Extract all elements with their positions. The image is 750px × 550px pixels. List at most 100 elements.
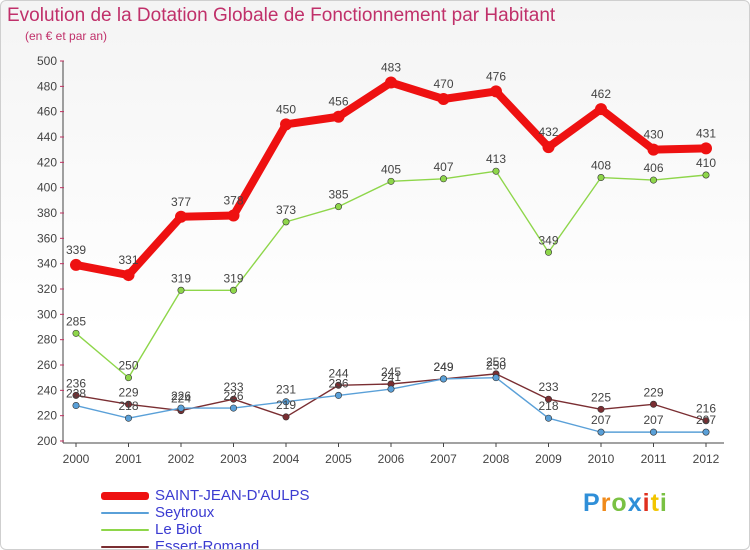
data-point bbox=[544, 414, 552, 422]
y-tick-label: 320 bbox=[37, 282, 57, 296]
data-point bbox=[385, 76, 397, 89]
y-tick-label: 240 bbox=[37, 383, 57, 397]
data-label: 462 bbox=[591, 87, 611, 101]
data-label: 231 bbox=[276, 383, 296, 397]
legend-swatch bbox=[101, 546, 149, 548]
data-label: 450 bbox=[276, 102, 296, 116]
data-point bbox=[230, 404, 238, 412]
data-point bbox=[282, 398, 290, 406]
y-tick-label: 220 bbox=[37, 409, 57, 423]
logo-letter: i bbox=[642, 489, 651, 517]
y-tick-label: 260 bbox=[37, 358, 57, 372]
x-tick-label: 2010 bbox=[588, 452, 615, 466]
chart-subtitle: (en € et par an) bbox=[25, 29, 108, 43]
x-tick-label: 2002 bbox=[168, 452, 195, 466]
data-point bbox=[72, 391, 80, 399]
proxiti-logo: Proxiti bbox=[583, 489, 668, 518]
legend-label: Essert-Romand bbox=[155, 538, 260, 550]
data-label: 250 bbox=[486, 359, 506, 373]
data-point bbox=[700, 142, 712, 155]
data-label: 407 bbox=[433, 160, 453, 174]
data-point bbox=[387, 177, 395, 185]
y-tick-label: 440 bbox=[37, 130, 57, 144]
data-point bbox=[72, 402, 80, 410]
data-point bbox=[597, 428, 605, 436]
data-point bbox=[282, 218, 290, 226]
data-point bbox=[230, 395, 238, 403]
data-point bbox=[647, 143, 660, 156]
data-label: 226 bbox=[171, 389, 191, 403]
data-point bbox=[175, 210, 187, 223]
logo-letter: t bbox=[650, 489, 660, 517]
data-label: 319 bbox=[223, 271, 243, 285]
data-label: 236 bbox=[66, 376, 86, 390]
legend-label: SAINT-JEAN-D'AULPS bbox=[155, 487, 310, 504]
chart-title: Evolution de la Dotation Globale de Fonc… bbox=[7, 5, 556, 26]
x-tick-label: 2007 bbox=[430, 452, 457, 466]
data-point bbox=[542, 141, 555, 154]
legend-label: Seytroux bbox=[155, 504, 215, 521]
data-label: 207 bbox=[643, 413, 663, 427]
data-point bbox=[227, 209, 240, 222]
data-label: 339 bbox=[66, 243, 86, 257]
data-point bbox=[597, 174, 605, 182]
y-tick-label: 500 bbox=[37, 54, 57, 68]
data-label: 476 bbox=[486, 69, 506, 83]
data-label: 377 bbox=[171, 195, 191, 209]
series-points bbox=[70, 76, 712, 436]
data-point bbox=[125, 400, 133, 408]
data-point bbox=[544, 248, 552, 256]
data-label: 431 bbox=[696, 126, 716, 140]
data-label: 226 bbox=[223, 389, 243, 403]
data-point bbox=[125, 374, 133, 382]
data-label: 249 bbox=[433, 360, 453, 374]
x-tick-label: 2012 bbox=[693, 452, 720, 466]
data-label: 249 bbox=[433, 360, 453, 374]
y-tick-label: 460 bbox=[37, 105, 57, 119]
x-tick-label: 2005 bbox=[325, 452, 352, 466]
data-label: 483 bbox=[381, 61, 401, 75]
data-label: 218 bbox=[118, 399, 138, 413]
data-point bbox=[702, 171, 710, 179]
data-label: 207 bbox=[591, 413, 611, 427]
data-label: 430 bbox=[643, 128, 663, 142]
data-label: 432 bbox=[538, 125, 558, 139]
data-label: 225 bbox=[591, 390, 611, 404]
x-tick-label: 2008 bbox=[483, 452, 510, 466]
y-tick-label: 380 bbox=[37, 206, 57, 220]
data-label: 229 bbox=[643, 385, 663, 399]
logo-letter: x bbox=[627, 489, 643, 517]
data-point bbox=[177, 286, 185, 294]
logo-letter: P bbox=[583, 489, 601, 517]
data-point bbox=[649, 428, 657, 436]
y-tick-label: 360 bbox=[37, 231, 57, 245]
data-point bbox=[334, 203, 342, 211]
data-label: 250 bbox=[118, 359, 138, 373]
chart-axes: 200 220 240 260 280 300 320 340 360 380 400 420 440 4… bbox=[37, 54, 724, 466]
y-tick-label: 280 bbox=[37, 333, 57, 347]
data-point bbox=[332, 110, 345, 123]
data-label: 470 bbox=[433, 77, 453, 91]
data-point bbox=[492, 167, 500, 175]
x-tick-label: 2000 bbox=[63, 452, 90, 466]
data-point bbox=[177, 404, 185, 412]
legend-label: Le Biot bbox=[155, 521, 202, 538]
data-point bbox=[490, 85, 502, 98]
data-label: 245 bbox=[381, 365, 401, 379]
y-tick-label: 300 bbox=[37, 307, 57, 321]
data-label: 285 bbox=[66, 314, 86, 328]
data-point bbox=[649, 176, 657, 184]
x-tick-label: 2011 bbox=[641, 452, 667, 466]
legend-swatch bbox=[101, 512, 149, 514]
data-label: 406 bbox=[643, 161, 663, 175]
data-point bbox=[437, 93, 450, 105]
data-point bbox=[439, 175, 447, 183]
logo-letter: r bbox=[600, 489, 612, 517]
data-label: 408 bbox=[591, 159, 611, 173]
data-point bbox=[282, 413, 290, 421]
y-tick-label: 400 bbox=[37, 181, 57, 195]
data-label: 229 bbox=[118, 385, 138, 399]
data-label: 219 bbox=[276, 398, 296, 412]
data-point bbox=[334, 391, 342, 399]
